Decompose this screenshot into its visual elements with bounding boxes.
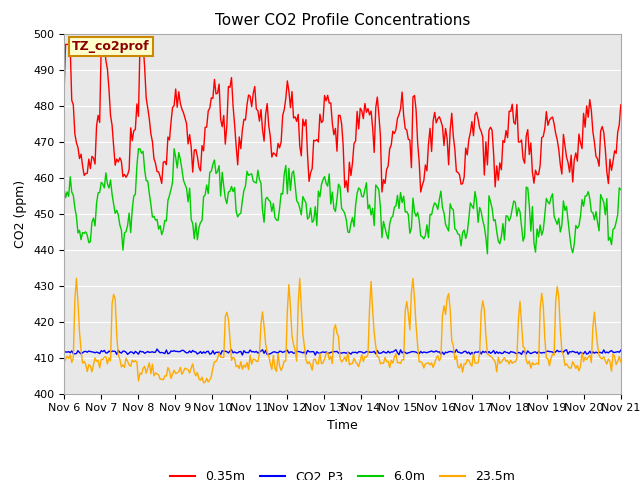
Y-axis label: CO2 (ppm): CO2 (ppm) [15, 180, 28, 248]
6.0m [484, 251, 492, 257]
23.5m [248, 361, 255, 367]
23.5m [617, 359, 625, 365]
23.5m [130, 359, 138, 365]
Line: 0.35m: 0.35m [64, 44, 621, 192]
6.0m [129, 206, 136, 212]
0.35m [60, 92, 68, 97]
0.35m [255, 118, 263, 124]
0.35m [130, 128, 138, 133]
6.0m [60, 185, 68, 191]
6.0m [305, 215, 313, 220]
23.5m [229, 354, 237, 360]
23.5m [60, 360, 68, 366]
23.5m [257, 321, 265, 327]
CO2_P3 [153, 346, 161, 352]
6.0m [589, 210, 596, 216]
6.0m [134, 146, 142, 152]
0.35m [617, 102, 625, 108]
0.35m [61, 41, 69, 47]
X-axis label: Time: Time [327, 419, 358, 432]
6.0m [617, 187, 625, 192]
0.35m [344, 189, 351, 195]
Legend: 0.35m, CO2_P3, 6.0m, 23.5m: 0.35m, CO2_P3, 6.0m, 23.5m [165, 465, 520, 480]
CO2_P3 [617, 348, 625, 353]
CO2_P3 [129, 349, 136, 355]
Line: 6.0m: 6.0m [64, 149, 621, 254]
23.5m [200, 380, 207, 385]
6.0m [228, 183, 236, 189]
6.0m [255, 177, 263, 182]
0.35m [228, 75, 236, 81]
Text: TZ_co2prof: TZ_co2prof [72, 40, 150, 53]
CO2_P3 [305, 349, 313, 355]
Line: 23.5m: 23.5m [64, 278, 621, 383]
Title: Tower CO2 Profile Concentrations: Tower CO2 Profile Concentrations [214, 13, 470, 28]
0.35m [305, 179, 313, 184]
23.5m [589, 324, 596, 330]
CO2_P3 [312, 352, 319, 358]
CO2_P3 [589, 349, 596, 355]
0.35m [589, 129, 596, 134]
23.5m [307, 362, 314, 368]
0.35m [246, 93, 254, 99]
23.5m [72, 276, 80, 281]
CO2_P3 [228, 347, 236, 353]
Line: CO2_P3: CO2_P3 [64, 349, 621, 355]
CO2_P3 [60, 349, 68, 355]
6.0m [246, 171, 254, 177]
CO2_P3 [246, 347, 254, 353]
CO2_P3 [255, 349, 263, 355]
